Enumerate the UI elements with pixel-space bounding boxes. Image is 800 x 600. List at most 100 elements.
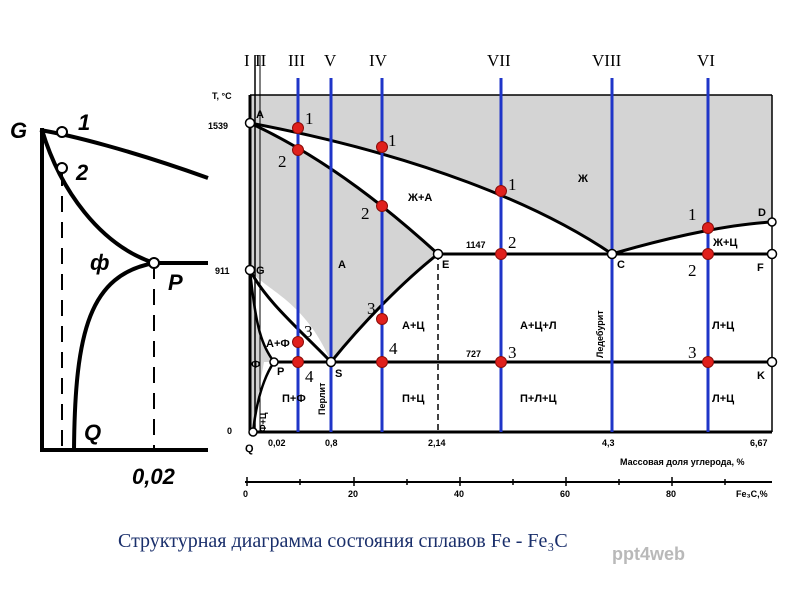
dot-vi-2 <box>702 248 714 260</box>
point-f-marker <box>766 248 778 260</box>
point-a-marker <box>244 117 256 129</box>
fe3c-tick-80: 80 <box>666 489 676 499</box>
point-c-label: C <box>617 259 625 271</box>
main-diagram: T, °C 1539 911 0 1147 727 A D E C F G P … <box>208 51 778 499</box>
fe3c-tick-20: 20 <box>348 489 358 499</box>
dot-iv-3 <box>376 313 388 325</box>
dot-iv-2 <box>376 200 388 212</box>
fe3c-scale-ticks <box>246 477 726 486</box>
num-vii-1: 1 <box>508 175 517 194</box>
point-s-marker <box>325 356 337 368</box>
temp-911: 911 <box>215 266 230 276</box>
region-austenite: А <box>338 259 346 271</box>
solidus-ae <box>249 121 440 256</box>
diagram-caption: Структурная диаграмма состояния сплавов … <box>118 530 568 552</box>
watermark: ppt4web <box>612 544 686 564</box>
region-liquid-austenite: Ж+А <box>407 192 432 204</box>
dot-iii-3 <box>292 336 304 348</box>
carbon-axis-title: Массовая доля углерода, % <box>620 457 744 467</box>
num-iv-4: 4 <box>389 339 398 358</box>
dot-vii-3 <box>495 356 507 368</box>
point-q-marker <box>248 427 258 437</box>
region-austenite-cementite-ledeburite: А+Ц+Л <box>520 320 557 332</box>
point-f-label: F <box>757 262 764 274</box>
inset-gp-curve <box>40 129 155 265</box>
point-a-label: A <box>256 109 264 121</box>
inset-label-2: 2 <box>75 160 89 185</box>
region-ferrite-cementite: Ф+Ц <box>258 412 268 432</box>
liquidus-acd <box>249 121 773 256</box>
region-pearlite-cementite: П+Ц <box>402 393 424 405</box>
temp-0: 0 <box>227 426 232 436</box>
carbon-tick-0-8: 0,8 <box>325 438 338 448</box>
region-liquid: Ж <box>577 173 588 185</box>
alloy-label-vi: VI <box>697 51 715 70</box>
dot-iv-1 <box>376 141 388 153</box>
inset-point-2-marker <box>56 162 68 174</box>
alloy-label-v: V <box>324 51 337 70</box>
num-vi-1: 1 <box>688 205 697 224</box>
num-iv-1: 1 <box>388 131 397 150</box>
fe3c-tick-60: 60 <box>560 489 570 499</box>
num-iii-2: 2 <box>278 152 287 171</box>
dot-iii-1 <box>292 122 304 134</box>
temp-1147: 1147 <box>466 240 486 250</box>
y-axis-title: T, °C <box>212 91 232 101</box>
carbon-tick-0-02: 0,02 <box>268 438 286 448</box>
num-vi-2: 2 <box>688 261 697 280</box>
num-iii-3: 3 <box>304 322 313 341</box>
point-g-label: G <box>256 265 265 277</box>
fe3c-tick-0: 0 <box>243 489 248 499</box>
point-d-marker <box>767 217 777 227</box>
dot-vi-3 <box>702 356 714 368</box>
inset-liquidus-curve <box>39 128 209 180</box>
num-vii-2: 2 <box>508 233 517 252</box>
carbon-tick-4-3: 4,3 <box>602 438 615 448</box>
inset-solvus-curve <box>72 261 155 451</box>
alloy-label-vii: VII <box>487 51 511 70</box>
point-k-marker <box>766 356 778 368</box>
num-vii-3: 3 <box>508 343 517 362</box>
region-ledeburite-cementite-upper: Л+Ц <box>712 320 734 332</box>
point-p-label: P <box>277 366 284 378</box>
inset-label-g: G <box>10 118 27 143</box>
carbon-tick-6-67: 6,67 <box>750 438 768 448</box>
carbon-tick-2-14: 2,14 <box>428 438 446 448</box>
temp-1539: 1539 <box>208 121 228 131</box>
dot-iii-2 <box>292 144 304 156</box>
inset-diagram: G 1 2 ф P Q 0,02 <box>10 110 209 489</box>
point-c-marker <box>606 248 618 260</box>
point-p-marker <box>269 357 279 367</box>
line-gs <box>248 269 333 364</box>
inset-label-1: 1 <box>78 110 90 135</box>
dot-vi-1 <box>702 222 714 234</box>
region-ledeburite-cementite-lower: Л+Ц <box>712 393 734 405</box>
inset-point-p-marker <box>148 257 160 269</box>
inset-axis-value: 0,02 <box>132 464 176 489</box>
fe3c-axis-title: Fe₃C,% <box>736 489 768 499</box>
fe3c-tick-40: 40 <box>454 489 464 499</box>
region-austenite-ferrite: А+Ф <box>266 338 290 350</box>
num-iii-1: 1 <box>305 109 314 128</box>
inset-point-1-marker <box>56 126 68 138</box>
point-s-label: S <box>335 368 342 380</box>
point-k-label: K <box>757 370 765 382</box>
dot-vii-1 <box>495 185 507 197</box>
point-q-label: Q <box>245 443 254 455</box>
region-pearlite: Перлит <box>317 382 327 415</box>
inset-label-q: Q <box>84 420 101 445</box>
alloy-label-i: I <box>244 51 250 70</box>
intersection-dots <box>292 122 714 368</box>
region-ledeburite: Ледебурит <box>595 310 605 358</box>
point-e-marker <box>432 248 444 260</box>
alloy-label-viii: VIII <box>592 51 622 70</box>
region-pearlite-ferrite: П+Ф <box>282 393 306 405</box>
dot-vii-2 <box>495 248 507 260</box>
alloy-label-ii: II <box>255 51 267 70</box>
alloy-label-iv: IV <box>369 51 388 70</box>
point-g-marker <box>244 264 256 276</box>
region-ferrite: Ф <box>251 359 260 371</box>
num-iv-3: 3 <box>367 299 376 318</box>
temp-727: 727 <box>466 349 481 359</box>
